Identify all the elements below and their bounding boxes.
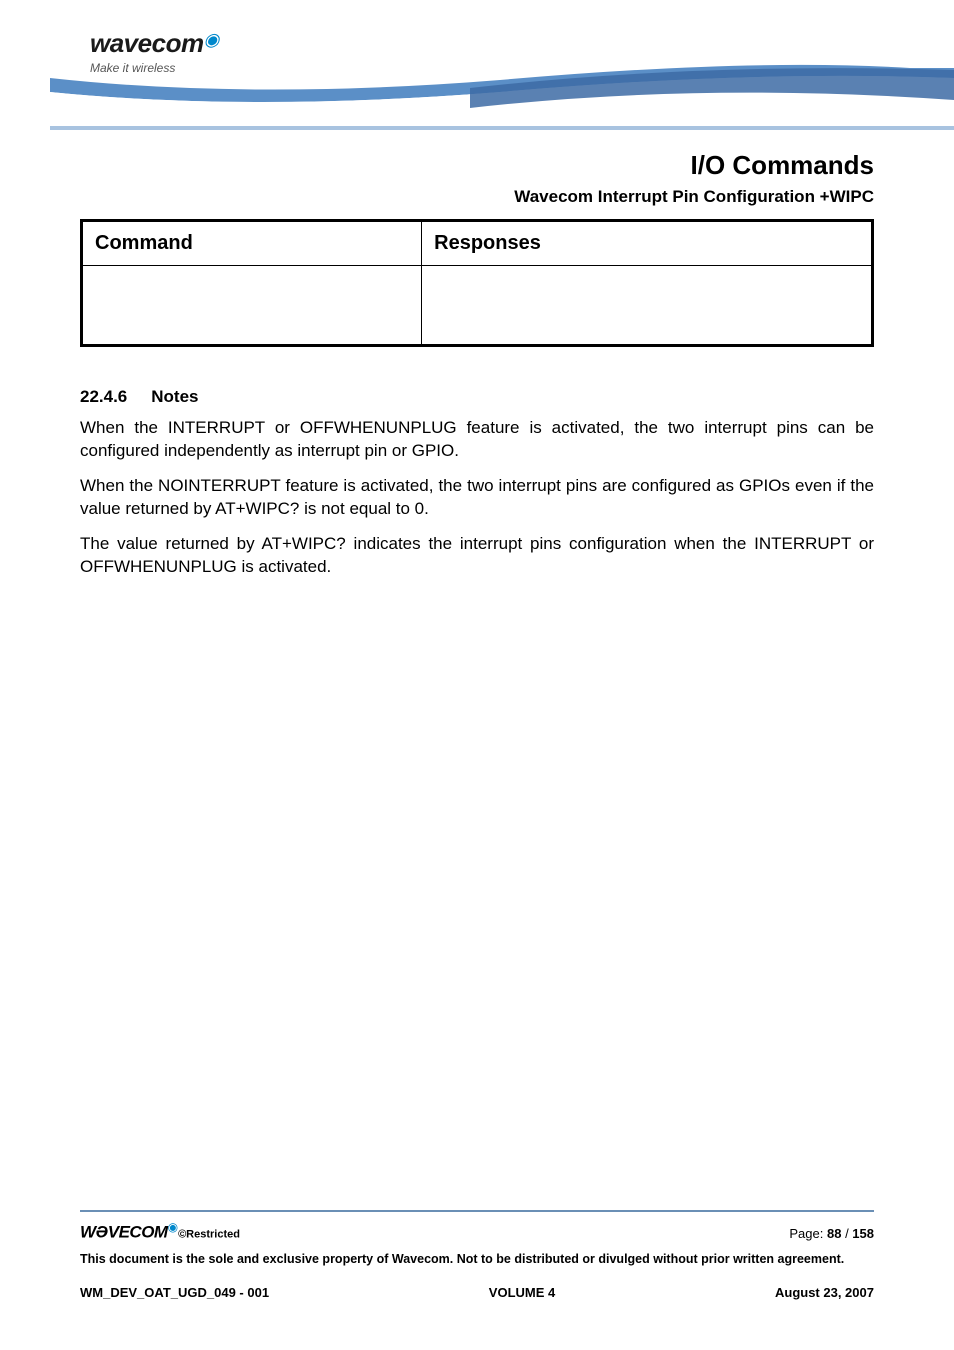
footer-page-label: Page: bbox=[789, 1226, 827, 1241]
brand-tagline: Make it wireless bbox=[90, 61, 219, 75]
table-cell-command bbox=[82, 266, 422, 346]
footer-date: August 23, 2007 bbox=[775, 1285, 874, 1300]
notes-heading-number: 22.4.6 bbox=[80, 387, 127, 406]
page-content: I/O Commands Wavecom Interrupt Pin Confi… bbox=[0, 140, 954, 579]
notes-paragraph: When the INTERRUPT or OFFWHENUNPLUG feat… bbox=[80, 417, 874, 463]
footer-brand-area: WƏVECOM◉©Restricted bbox=[80, 1220, 240, 1242]
footer-divider bbox=[80, 1210, 874, 1212]
command-responses-table: Command Responses bbox=[80, 219, 874, 347]
footer-page-current: 88 bbox=[827, 1226, 841, 1241]
brand-swirl-icon: ◉ bbox=[204, 30, 220, 50]
footer-doc-id: WM_DEV_OAT_UGD_049 - 001 bbox=[80, 1285, 269, 1300]
footer-restricted: ©Restricted bbox=[178, 1229, 240, 1241]
brand-logo: wavecom◉ Make it wireless bbox=[90, 28, 219, 75]
table-header-responses: Responses bbox=[422, 221, 873, 266]
footer-swirl-icon: ◉ bbox=[168, 1220, 178, 1234]
footer-bottom-row: WM_DEV_OAT_UGD_049 - 001 VOLUME 4 August… bbox=[80, 1285, 874, 1300]
brand-name: wavecom bbox=[90, 28, 204, 58]
footer-page-sep: / bbox=[841, 1226, 852, 1241]
footer-volume: VOLUME 4 bbox=[489, 1285, 555, 1300]
page-footer: WƏVECOM◉©Restricted Page: 88 / 158 This … bbox=[80, 1210, 874, 1300]
footer-page-indicator: Page: 88 / 158 bbox=[789, 1226, 874, 1241]
table-header-command: Command bbox=[82, 221, 422, 266]
table-cell-responses bbox=[422, 266, 873, 346]
section-subtitle: Wavecom Interrupt Pin Configuration +WIP… bbox=[80, 187, 874, 207]
section-title: I/O Commands bbox=[80, 150, 874, 181]
page-header: wavecom◉ Make it wireless bbox=[0, 0, 954, 140]
notes-paragraph: The value returned by AT+WIPC? indicates… bbox=[80, 533, 874, 579]
table-row bbox=[82, 266, 873, 346]
notes-heading-text: Notes bbox=[151, 387, 198, 406]
footer-top-row: WƏVECOM◉©Restricted Page: 88 / 158 bbox=[80, 1220, 874, 1242]
footer-page-total: 158 bbox=[852, 1226, 874, 1241]
notes-heading: 22.4.6 Notes bbox=[80, 387, 874, 407]
footer-disclaimer: This document is the sole and exclusive … bbox=[80, 1251, 874, 1267]
footer-brand: WƏVECOM bbox=[80, 1223, 168, 1242]
notes-paragraph: When the NOINTERRUPT feature is activate… bbox=[80, 475, 874, 521]
